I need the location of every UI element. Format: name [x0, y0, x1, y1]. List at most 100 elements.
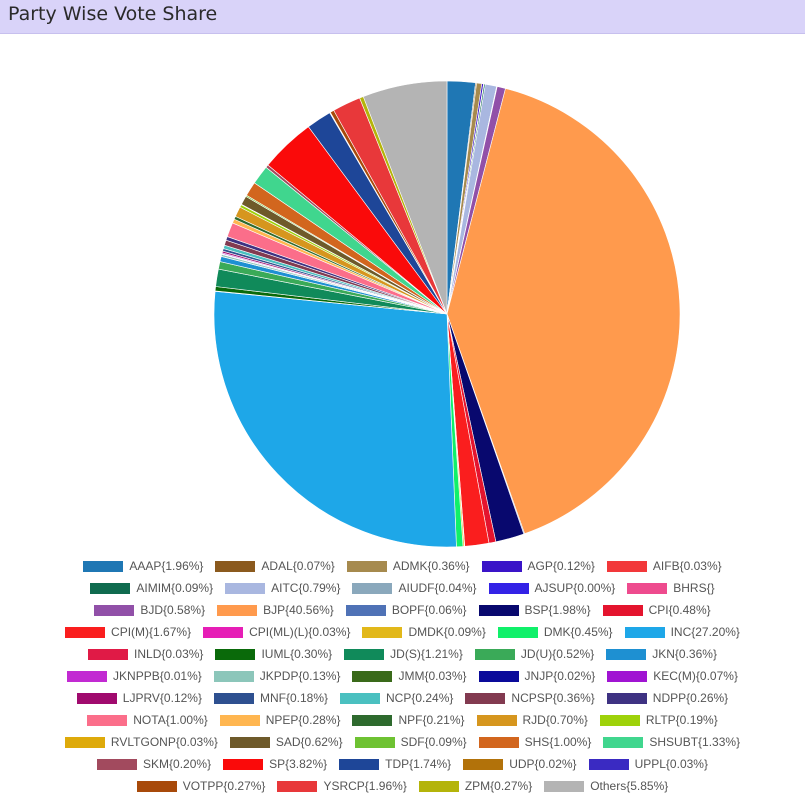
legend-row: AAAP{1.96%} ADAL{0.07%} ADMK{0.36%} AGP{0.1…: [0, 555, 805, 577]
legend-label: RJD{0.70%}: [522, 713, 588, 727]
legend-swatch: [345, 604, 386, 616]
legend-label: IUML{0.30%}: [261, 647, 333, 661]
legend-item[interactable]: RJD{0.70%}: [476, 713, 588, 727]
legend-swatch: [588, 758, 629, 770]
legend-item[interactable]: SKM{0.20%}: [97, 757, 211, 771]
legend-item[interactable]: AIUDF{0.04%}: [352, 581, 477, 595]
legend-item[interactable]: UDP{0.02%}: [463, 757, 577, 771]
legend-item[interactable]: JNJP{0.02%}: [478, 669, 595, 683]
legend-item[interactable]: JKNPPB{0.01%}: [67, 669, 202, 683]
legend-item[interactable]: IUML{0.30%}: [215, 647, 332, 661]
pie-slice-19[interactable]: [213, 290, 457, 548]
legend-swatch: [229, 736, 270, 748]
legend-item[interactable]: CPI(ML)(L){0.03%}: [203, 625, 350, 639]
legend-item[interactable]: RVLTGONP{0.03%}: [64, 735, 218, 749]
legend-item[interactable]: AIFB{0.03%}: [606, 559, 722, 573]
legend-label: NCP{0.24%}: [386, 691, 454, 705]
legend-item[interactable]: LJPRV{0.12%}: [76, 691, 202, 705]
legend-label: JMM{0.03%}: [398, 669, 467, 683]
legend-item[interactable]: NDPP{0.26%}: [606, 691, 728, 705]
legend-label: AGP{0.12%}: [527, 559, 595, 573]
legend-label: ADMK{0.36%}: [392, 559, 470, 573]
legend-item[interactable]: DMK{0.45%}: [497, 625, 613, 639]
legend-item[interactable]: VOTPP{0.27%}: [136, 779, 266, 793]
legend-item[interactable]: NOTA{1.00%}: [87, 713, 208, 727]
legend-swatch: [97, 758, 138, 770]
legend-item[interactable]: BJP{40.56%}: [217, 603, 334, 617]
legend-item[interactable]: JKN{0.36%}: [606, 647, 717, 661]
legend-label: SAD{0.62%}: [275, 735, 343, 749]
legend-item[interactable]: INLD{0.03%}: [88, 647, 203, 661]
legend-item[interactable]: SHSUBT{1.33%}: [603, 735, 740, 749]
legend-label: AIUDF{0.04%}: [398, 581, 477, 595]
legend-item[interactable]: AJSUP{0.00%}: [488, 581, 615, 595]
legend-item[interactable]: JMM{0.03%}: [352, 669, 467, 683]
legend-label: CPI{0.48%}: [648, 603, 711, 617]
legend-item[interactable]: AAAP{1.96%}: [83, 559, 203, 573]
legend-row: JKNPPB{0.01%} JKPDP{0.13%} JMM{0.03%} JNJP{…: [0, 665, 805, 687]
legend-label: UPPL{0.03%}: [634, 757, 708, 771]
legend-item[interactable]: JD(U){0.52%}: [474, 647, 594, 661]
legend-label: TDP{1.74%}: [385, 757, 452, 771]
legend-item[interactable]: BOPF{0.06%}: [345, 603, 467, 617]
legend-swatch: [136, 780, 177, 792]
legend-item[interactable]: SHS{1.00%}: [478, 735, 591, 749]
legend-item[interactable]: CPI{0.48%}: [602, 603, 711, 617]
legend-item[interactable]: TDP{1.74%}: [339, 757, 451, 771]
legend-item[interactable]: JD(S){1.21%}: [344, 647, 463, 661]
legend-label: INC{27.20%}: [670, 625, 740, 639]
legend-swatch: [213, 692, 254, 704]
legend-label: SHSUBT{1.33%}: [649, 735, 741, 749]
legend-item[interactable]: JKPDP{0.13%}: [213, 669, 340, 683]
legend-item[interactable]: YSRCP{1.96%}: [277, 779, 407, 793]
legend-row: AIMIM{0.09%} AITC{0.79%} AIUDF{0.04%} AJSUP…: [0, 577, 805, 599]
legend-item[interactable]: RLTP{0.19%}: [599, 713, 718, 727]
pie-chart: [213, 80, 681, 548]
legend-item[interactable]: CPI(M){1.67%}: [65, 625, 191, 639]
legend-item[interactable]: SP{3.82%}: [223, 757, 327, 771]
legend-item[interactable]: ADMK{0.36%}: [346, 559, 470, 573]
pie-slice-11[interactable]: [446, 88, 681, 535]
legend-item[interactable]: BHRS{}: [627, 581, 715, 595]
legend-item[interactable]: SDF{0.09%}: [354, 735, 467, 749]
legend-item[interactable]: MNF{0.18%}: [213, 691, 328, 705]
legend-item[interactable]: SAD{0.62%}: [229, 735, 343, 749]
legend-item[interactable]: AITC{0.79%}: [225, 581, 340, 595]
legend-swatch: [606, 560, 647, 572]
legend-item[interactable]: NCP{0.24%}: [340, 691, 453, 705]
legend-item[interactable]: NPF{0.21%}: [352, 713, 465, 727]
legend-swatch: [481, 560, 522, 572]
legend-row: BJD{0.58%} BJP{40.56%} BOPF{0.06%} BSP{1.98…: [0, 599, 805, 621]
legend-label: SP{3.82%}: [269, 757, 328, 771]
legend-item[interactable]: AIMIM{0.09%}: [90, 581, 213, 595]
legend-label: BOPF{0.06%}: [391, 603, 467, 617]
legend-item[interactable]: ZPM{0.27%}: [418, 779, 532, 793]
legend-swatch: [603, 736, 644, 748]
legend-item[interactable]: BSP{1.98%}: [478, 603, 591, 617]
legend-item[interactable]: UPPL{0.03%}: [588, 757, 708, 771]
legend-swatch: [478, 736, 519, 748]
legend-swatch: [607, 670, 648, 682]
legend-label: ADAL{0.07%}: [261, 559, 335, 573]
legend-item[interactable]: NPEP{0.28%}: [219, 713, 340, 727]
legend-swatch: [76, 692, 117, 704]
legend-row: CPI(M){1.67%} CPI(ML)(L){0.03%} DMDK{0.09%…: [0, 621, 805, 643]
legend-swatch: [64, 736, 105, 748]
legend-item[interactable]: NCPSP{0.36%}: [465, 691, 595, 705]
legend-label: RLTP{0.19%}: [645, 713, 718, 727]
legend-item[interactable]: Others{5.85%}: [544, 779, 668, 793]
legend-item[interactable]: INC{27.20%}: [624, 625, 740, 639]
legend-label: INLD{0.03%}: [134, 647, 204, 661]
legend-swatch: [277, 780, 318, 792]
legend-item[interactable]: BJD{0.58%}: [94, 603, 205, 617]
legend-swatch: [478, 670, 519, 682]
legend-label: SKM{0.20%}: [143, 757, 212, 771]
legend-item[interactable]: AGP{0.12%}: [481, 559, 595, 573]
legend-label: CPI(M){1.67%}: [111, 625, 192, 639]
legend-label: VOTPP{0.27%}: [182, 779, 266, 793]
legend-item[interactable]: ADAL{0.07%}: [215, 559, 335, 573]
legend-item[interactable]: KEC(M){0.07%}: [607, 669, 738, 683]
legend-item[interactable]: DMDK{0.09%}: [362, 625, 486, 639]
legend-swatch: [87, 714, 128, 726]
pie-slice-53[interactable]: [362, 80, 448, 315]
